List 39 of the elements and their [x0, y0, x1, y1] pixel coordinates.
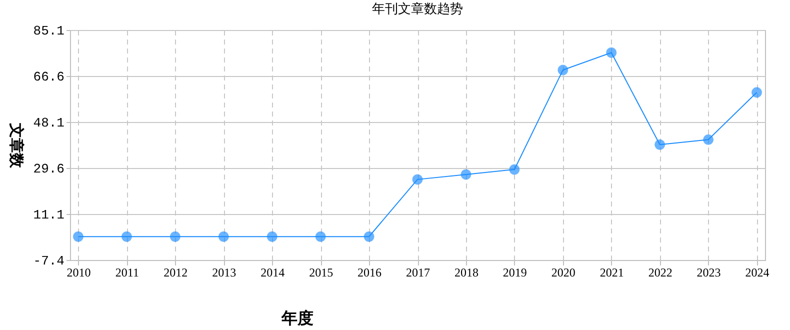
y-tick-label: 48.1	[33, 116, 65, 130]
x-tick-label: 2012	[164, 266, 188, 280]
point	[266, 231, 278, 242]
x-tick-label: 2021	[600, 266, 624, 280]
point	[752, 87, 762, 98]
y-tick-label: -7.4	[33, 254, 65, 268]
point	[460, 169, 472, 180]
point	[558, 64, 568, 76]
point	[315, 231, 326, 242]
x-tick-label: 2010	[66, 266, 91, 280]
x-tick-label: 2020	[551, 266, 576, 280]
point	[606, 47, 617, 58]
point	[72, 231, 84, 242]
x-tick-label: 2019	[502, 266, 527, 280]
point	[364, 231, 374, 242]
x-tick-label: 2017	[406, 266, 430, 280]
x-tick-label: 2013	[212, 266, 236, 280]
y-tick-label: 66.6	[33, 70, 64, 84]
y-tick-label: 85.1	[33, 24, 65, 38]
point	[703, 134, 714, 145]
x-tick-label: 2024	[745, 266, 770, 280]
x-tick-label: 2022	[648, 266, 672, 280]
x-axis-title: 年度	[280, 308, 314, 328]
x-tick-label: 2016	[358, 266, 382, 280]
y-tick-label: 11.1	[33, 208, 65, 222]
y-tick-label: 29.6	[33, 162, 64, 176]
x-tick-label: 2014	[260, 266, 285, 280]
x-tick-label: 2015	[309, 266, 334, 280]
point	[121, 231, 132, 242]
point	[170, 231, 180, 242]
y-axis-title: 文章数	[8, 122, 26, 169]
chart-title: 年刊文章数趋势	[372, 1, 463, 16]
x-tick-label: 2018	[454, 266, 478, 280]
point	[509, 164, 520, 175]
point	[412, 174, 423, 185]
point	[218, 231, 229, 242]
point	[654, 139, 666, 150]
x-tick-label: 2023	[696, 266, 721, 280]
x-tick-label: 2011	[115, 266, 139, 280]
